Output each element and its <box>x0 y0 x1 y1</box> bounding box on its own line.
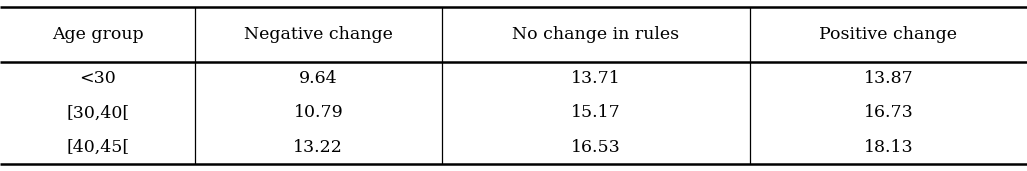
Text: No change in rules: No change in rules <box>512 26 679 43</box>
Text: 13.71: 13.71 <box>571 70 620 87</box>
Text: 10.79: 10.79 <box>294 104 343 121</box>
Text: 16.73: 16.73 <box>864 104 913 121</box>
Text: 13.87: 13.87 <box>864 70 913 87</box>
Text: Negative change: Negative change <box>244 26 392 43</box>
Text: Age group: Age group <box>51 26 144 43</box>
Text: 9.64: 9.64 <box>299 70 338 87</box>
Text: 16.53: 16.53 <box>571 139 620 156</box>
Text: 15.17: 15.17 <box>571 104 620 121</box>
Text: 13.22: 13.22 <box>294 139 343 156</box>
Text: 18.13: 18.13 <box>864 139 913 156</box>
Text: Positive change: Positive change <box>820 26 957 43</box>
Text: [40,45[: [40,45[ <box>66 139 129 156</box>
Text: <30: <30 <box>79 70 116 87</box>
Text: [30,40[: [30,40[ <box>66 104 129 121</box>
